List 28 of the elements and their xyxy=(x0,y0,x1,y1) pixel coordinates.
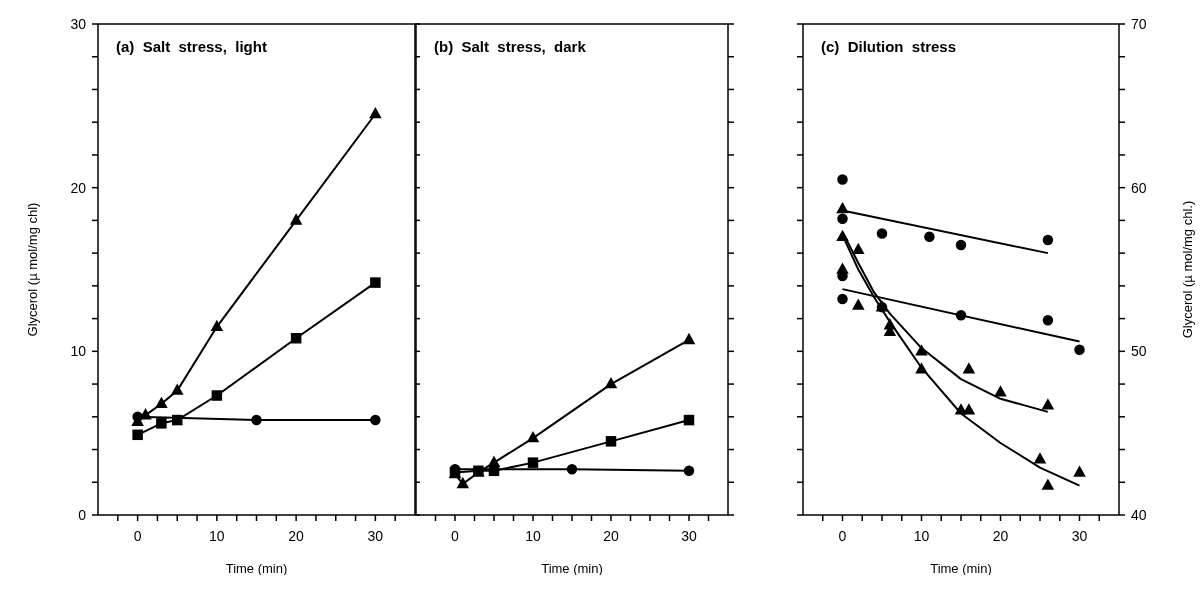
x-tick-label: 30 xyxy=(1071,527,1088,544)
y2-tick-label: 50 xyxy=(1131,343,1147,360)
x-axis-title: Time (min) xyxy=(225,561,288,576)
x-tick-label: 10 xyxy=(913,527,930,544)
x-axis-title: Time (min) xyxy=(930,561,992,576)
x-tick-label: 20 xyxy=(603,527,619,544)
y2-tick-label: 40 xyxy=(1131,506,1147,523)
text: (b) Salt stress, dark xyxy=(434,38,586,55)
x-tick-label: 10 xyxy=(209,527,225,544)
y2-tick-label: 60 xyxy=(1131,179,1147,196)
y2-tick-label: 70 xyxy=(1131,15,1147,32)
text: (a) Salt stress, light xyxy=(116,38,267,55)
x-tick-label: 20 xyxy=(288,527,305,544)
y-tick-label: 0 xyxy=(78,506,87,523)
y2-axis-title: Glycerol (µ mol/mg chl.) xyxy=(1179,200,1195,339)
text: (c) Dilution stress xyxy=(821,38,957,55)
y-tick-label: 10 xyxy=(70,343,87,360)
x-tick-label: 0 xyxy=(133,527,142,544)
y-tick-label: 20 xyxy=(70,179,87,196)
y-axis-title: Glycerol (µ mol/mg chl) xyxy=(24,202,40,337)
x-tick-label: 20 xyxy=(992,527,1009,544)
x-tick-label: 10 xyxy=(525,527,541,544)
x-tick-label: 30 xyxy=(681,527,697,544)
y-tick-label: 30 xyxy=(70,15,87,32)
x-tick-label: 0 xyxy=(838,527,847,544)
x-axis-title: Time (min) xyxy=(541,561,603,576)
x-tick-label: 30 xyxy=(367,527,384,544)
x-tick-label: 0 xyxy=(451,527,460,544)
